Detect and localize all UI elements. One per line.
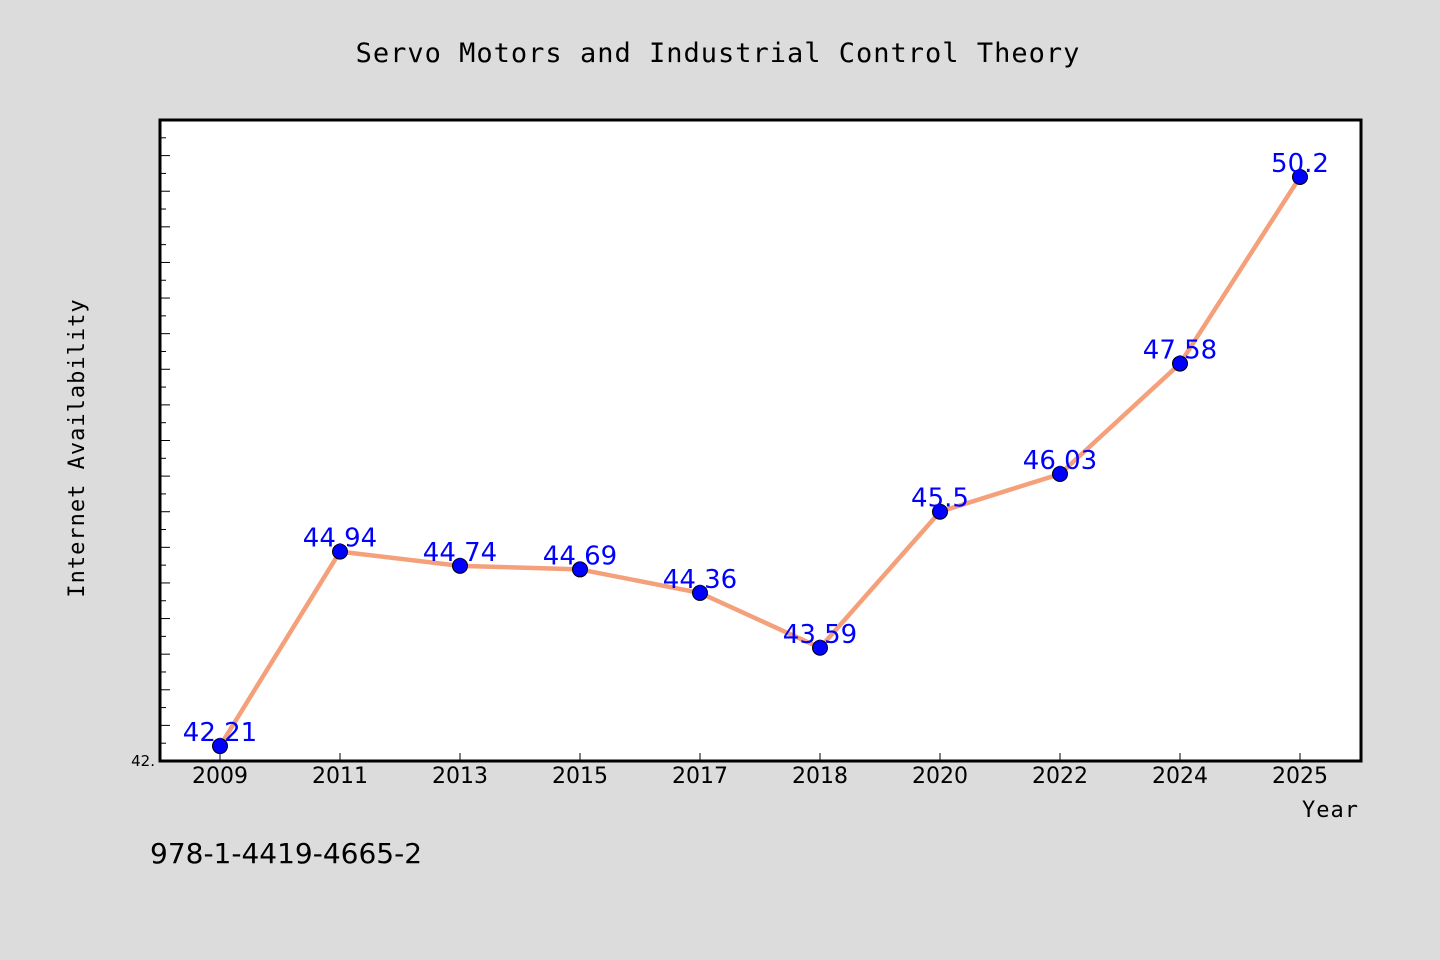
plot-area <box>158 118 1363 763</box>
data-markers <box>212 168 1308 755</box>
data-label: 43.59 <box>783 620 857 650</box>
data-label: 44.94 <box>303 524 377 554</box>
data-point <box>1292 168 1308 185</box>
data-label: 45.5 <box>911 484 969 514</box>
x-tick-label: 2020 <box>912 764 968 789</box>
data-point <box>212 738 228 755</box>
data-label: 47.58 <box>1143 336 1217 366</box>
y-axis-label: Internet Availability <box>65 298 90 597</box>
x-tick-label: 2015 <box>552 764 608 789</box>
data-point <box>1052 465 1068 482</box>
data-point <box>332 543 348 560</box>
data-point <box>572 561 588 578</box>
data-label: 42.21 <box>183 718 257 748</box>
x-tick-label: 2024 <box>1152 764 1208 789</box>
data-label: 46.03 <box>1023 446 1097 476</box>
y-tick-label: 42. <box>131 752 155 770</box>
x-tick-label: 2018 <box>792 764 848 789</box>
x-tick-label: 2009 <box>192 764 248 789</box>
x-tick-label: 2025 <box>1272 764 1328 789</box>
chart-title: Servo Motors and Industrial Control Theo… <box>356 38 1081 69</box>
data-label: 44.74 <box>423 538 497 568</box>
data-labels: 42.21 44.94 44.74 44.69 44.36 43.59 45.5 46.03 4… <box>183 149 1329 748</box>
x-tick-label: 2017 <box>672 764 728 789</box>
x-axis-ticks: 2009 2011 2013 2015 2017 2018 2020 2022 2024 2025 <box>192 753 1328 789</box>
isbn-text: 978-1-4419-4665-2 <box>150 837 422 870</box>
data-label: 50.2 <box>1271 149 1329 179</box>
y-axis-ticks <box>160 137 170 744</box>
data-point <box>452 557 468 574</box>
data-point <box>812 639 828 656</box>
x-tick-label: 2022 <box>1032 764 1088 789</box>
x-tick-label: 2013 <box>432 764 488 789</box>
data-point <box>932 503 948 520</box>
data-label: 44.69 <box>543 541 617 571</box>
data-point <box>692 584 708 601</box>
x-tick-label: 2011 <box>312 764 368 789</box>
data-label: 44.36 <box>663 565 737 595</box>
series-line <box>218 175 1302 748</box>
data-point <box>1172 355 1188 372</box>
x-axis-label: Year <box>1302 798 1359 823</box>
